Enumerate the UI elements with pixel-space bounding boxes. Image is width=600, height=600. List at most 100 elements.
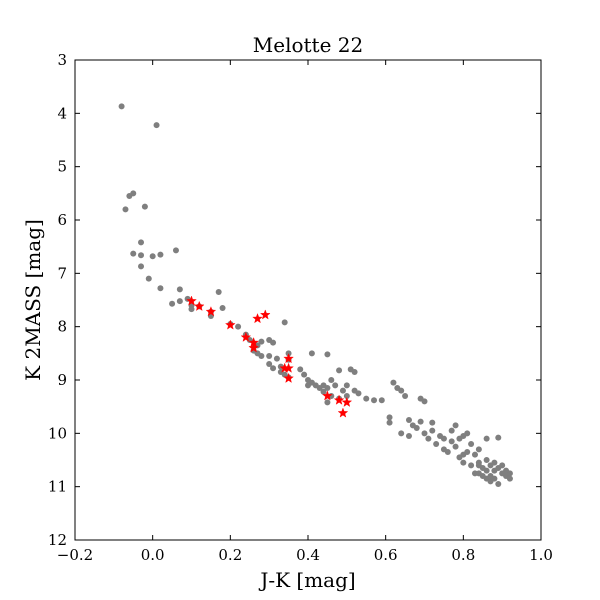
data-point (413, 425, 420, 431)
data-point (320, 388, 327, 395)
y-tick-label: 6 (57, 211, 67, 229)
data-point (483, 467, 490, 474)
y-tick-label: 10 (48, 424, 67, 442)
data-point (363, 395, 370, 402)
y-tick-label: 7 (57, 264, 67, 282)
data-point (402, 393, 409, 399)
data-point (328, 377, 335, 383)
x-tick-label: 0.2 (218, 546, 242, 564)
star-point (252, 313, 263, 324)
data-point (464, 449, 471, 455)
data-point (464, 430, 471, 437)
data-point (157, 285, 164, 292)
data-point (390, 379, 397, 386)
data-point (421, 398, 428, 405)
data-point (258, 338, 265, 345)
data-point (138, 263, 145, 270)
star-point (333, 394, 345, 405)
data-point (324, 385, 331, 391)
y-tick-label: 3 (57, 51, 67, 69)
data-point (336, 367, 343, 374)
star-point (259, 309, 271, 320)
data-point (495, 481, 502, 487)
x-axis-title: J-K [mag] (258, 568, 355, 592)
data-point (324, 351, 331, 358)
data-point (483, 435, 490, 442)
star-point (248, 342, 259, 353)
data-points (118, 103, 513, 487)
data-point (172, 247, 179, 254)
data-point (468, 462, 475, 469)
data-point (371, 397, 378, 404)
data-point (448, 427, 455, 434)
data-point (444, 449, 451, 455)
data-point (122, 206, 129, 213)
data-point (235, 323, 242, 330)
star-point (337, 407, 349, 418)
data-point (499, 462, 506, 469)
data-point (491, 459, 498, 466)
data-point (468, 441, 475, 447)
data-point (506, 470, 513, 477)
star-point (341, 396, 353, 407)
data-point (270, 365, 277, 372)
data-point (429, 419, 436, 426)
data-point (130, 250, 137, 257)
x-tick-label: 0.8 (451, 546, 475, 564)
data-point (219, 305, 226, 311)
data-point (215, 289, 222, 295)
x-tick-label: −0.2 (57, 546, 93, 564)
star-point (193, 300, 205, 311)
star-point (205, 306, 217, 317)
data-point (475, 446, 482, 453)
data-point (332, 382, 339, 389)
data-point (491, 475, 498, 482)
y-tick-label: 11 (48, 478, 67, 496)
data-point (398, 387, 405, 394)
star-point (186, 295, 197, 306)
data-point (483, 457, 490, 463)
data-point (145, 275, 152, 282)
data-point (266, 353, 273, 359)
data-point (386, 419, 393, 426)
data-point (130, 190, 137, 197)
data-point (440, 435, 447, 442)
data-point (433, 441, 440, 447)
data-point (460, 459, 467, 466)
axis-ticks: −0.2 0.0 0.2 0.4 0.6 0.8 1.0 3 4 5 6 7 8 9 10 11 12 (48, 51, 553, 564)
data-point (138, 239, 145, 246)
data-point (339, 387, 346, 394)
star-point (283, 353, 294, 364)
data-point (343, 393, 350, 399)
data-point (355, 390, 362, 397)
y-tick-label: 12 (48, 531, 67, 549)
chart-title: Melotte 22 (253, 33, 363, 57)
y-tick-label: 9 (57, 371, 67, 389)
data-point (281, 319, 288, 326)
data-point (429, 427, 436, 434)
data-point (270, 339, 277, 346)
data-point (153, 122, 160, 129)
data-point (398, 430, 405, 437)
data-point (169, 300, 176, 307)
data-point (506, 475, 513, 482)
x-tick-label: 0.4 (296, 546, 320, 564)
star-point (322, 390, 333, 401)
data-point (297, 366, 304, 373)
data-point (141, 203, 148, 210)
data-point (118, 103, 125, 110)
x-tick-label: 1.0 (529, 546, 553, 564)
star-point (240, 331, 252, 342)
data-point (471, 451, 478, 458)
data-point (273, 355, 280, 362)
data-point (425, 435, 432, 442)
x-tick-label: 0.0 (141, 546, 165, 564)
data-point (421, 430, 428, 437)
data-point (448, 438, 455, 445)
data-point (386, 414, 393, 421)
x-tick-label: 0.6 (374, 546, 398, 564)
data-point (405, 417, 412, 423)
data-point (343, 382, 350, 389)
star-point (283, 362, 294, 373)
